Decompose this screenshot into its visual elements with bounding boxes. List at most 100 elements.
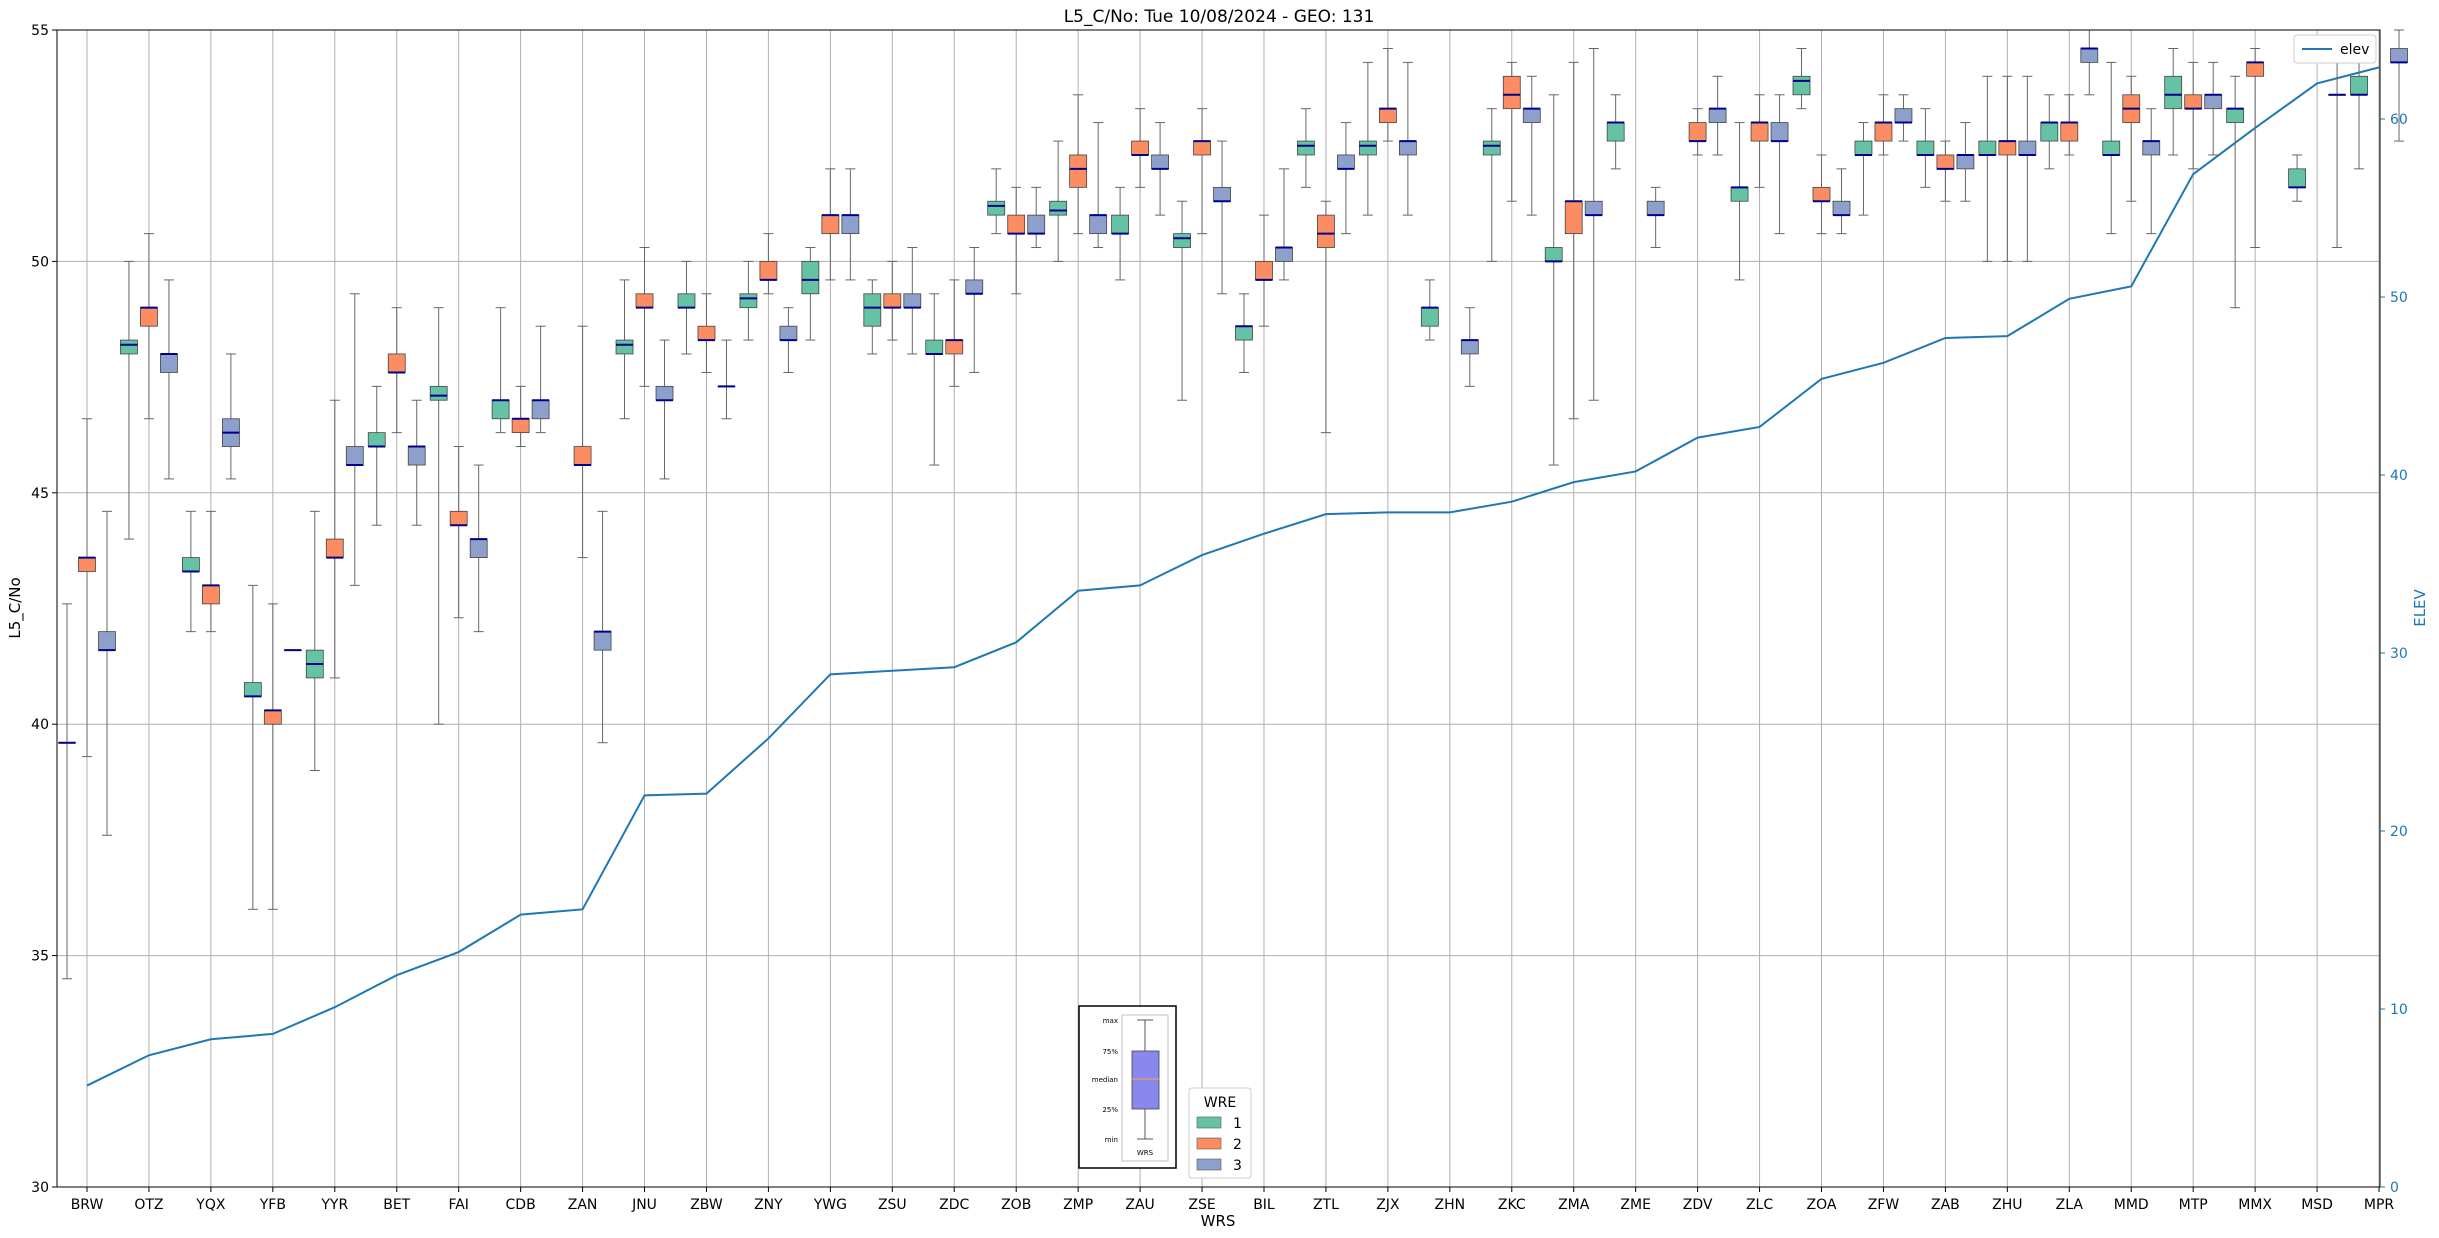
elevation-series — [86, 66, 2380, 1087]
box-wre-3 — [2018, 140, 2037, 156]
box-wre-2 — [449, 510, 468, 526]
x-tick-label: ZKC — [1498, 1197, 1526, 1213]
box-wre-1 — [2226, 108, 2245, 123]
box-wre-1 — [2040, 122, 2059, 142]
box-wre-2 — [697, 325, 716, 341]
y2-tick-label: 30 — [2390, 646, 2408, 662]
box-wre-1 — [1358, 140, 1377, 156]
box-wre-1 — [491, 399, 510, 420]
box-wre-3 — [160, 353, 178, 373]
key-caption: WRS — [1137, 1149, 1154, 1157]
key-label-median: median — [1092, 1076, 1118, 1084]
grid-lines — [57, 29, 2380, 1188]
y2-tick-label: 0 — [2390, 1180, 2399, 1196]
box-wre-2 — [2184, 94, 2203, 110]
box-wre-2 — [1317, 214, 1335, 248]
box-wre-3 — [655, 385, 674, 401]
box-wre-1 — [863, 293, 882, 327]
box-wre-3 — [1151, 154, 1169, 170]
box-wre-1 — [181, 557, 200, 572]
box-wre-1 — [1111, 214, 1129, 235]
x-tick-label: ZTL — [1313, 1197, 1339, 1213]
box-wre-1 — [2164, 75, 2183, 110]
box-wre-1 — [1792, 75, 1811, 96]
x-tick-label: ZMA — [1558, 1197, 1590, 1213]
axes: BRW OTZ YQX YFB YYR BET FAI CDB ZAN JNU ZBW ZNY YWG Z… — [31, 23, 2408, 1213]
box-wre-1 — [1854, 140, 1873, 156]
box-wre-2 — [1564, 200, 1583, 235]
x-tick-label: ZME — [1620, 1197, 1651, 1213]
box-wre-3 — [1708, 108, 1727, 123]
box-wre-2 — [1688, 122, 1707, 142]
box-wre-2 — [1131, 140, 1149, 156]
x-tick-label: YQX — [195, 1197, 226, 1213]
box-wre-2 — [263, 709, 282, 725]
x-tick-label: ZOB — [1001, 1197, 1031, 1213]
box-wre-1 — [801, 260, 820, 295]
box-wre-1 — [1544, 247, 1563, 262]
box-wre-3 — [965, 279, 984, 295]
box-wre-2 — [511, 418, 530, 434]
box-wre-1 — [1916, 140, 1935, 156]
box-wre-3 — [469, 538, 488, 558]
box-wre-2 — [1193, 140, 1211, 156]
box-wre-1 — [739, 293, 758, 309]
box-wre-2 — [1874, 122, 1893, 142]
box-wre-3 — [1398, 140, 1417, 156]
box-wre-1 — [120, 339, 138, 355]
boxplot-key-inset: max 75% median 25% min WRS — [1078, 1005, 1177, 1169]
box-wre-2 — [1255, 260, 1273, 281]
box-wre-1 — [1978, 140, 1997, 156]
wre-legend-swatch-1 — [1196, 1116, 1222, 1129]
box-wre-2 — [1812, 186, 1831, 202]
box-wre-1 — [2350, 75, 2368, 96]
y-tick-label: 30 — [31, 1180, 49, 1196]
box-wre-2 — [759, 260, 778, 281]
y-tick-label: 40 — [31, 717, 49, 733]
box-wre-3 — [593, 631, 612, 651]
y2-tick-label: 50 — [2390, 290, 2408, 306]
box-wre-1 — [1606, 122, 1625, 142]
box-wre-2 — [1502, 75, 1521, 110]
wre-legend-label-1: 1 — [1233, 1116, 1242, 1132]
box-wre-3 — [2204, 94, 2223, 110]
x-tick-label: FAI — [448, 1197, 468, 1213]
x-tick-label: ZNY — [754, 1197, 783, 1213]
y2-tick-label: 20 — [2390, 824, 2408, 840]
box-wre-3 — [407, 446, 426, 466]
x-tick-label: ZSE — [1188, 1197, 1215, 1213]
plot-frame — [56, 29, 2381, 1188]
box-wre-2 — [1007, 214, 1026, 235]
box-wre-3 — [779, 325, 798, 341]
box-wre-2 — [1998, 140, 2017, 156]
wre-legend-title: WRE — [1204, 1095, 1236, 1111]
x-tick-label: ZFW — [1868, 1197, 1900, 1213]
box-wre-1 — [677, 293, 696, 309]
box-wre-3 — [1770, 122, 1789, 142]
box-wre-3 — [1584, 200, 1603, 216]
y-tick-label: 55 — [31, 23, 49, 39]
elev-legend: elev — [2293, 34, 2377, 64]
x-tick-label: OTZ — [134, 1197, 163, 1213]
x-tick-label: ZJX — [1376, 1197, 1400, 1213]
x-tick-label: ZLC — [1746, 1197, 1773, 1213]
wre-legend-label-2: 2 — [1233, 1137, 1242, 1153]
x-tick-label: ZHN — [1435, 1197, 1466, 1213]
x-tick-label: ZAU — [1125, 1197, 1154, 1213]
x-tick-label: ZDC — [939, 1197, 969, 1213]
box-wre-3 — [531, 399, 550, 420]
y-tick-label: 50 — [31, 254, 49, 270]
box-wre-1 — [2102, 140, 2121, 156]
box-wre-2 — [1378, 108, 1397, 123]
x-tick-label: BRW — [71, 1197, 104, 1213]
x-axis-title: WRS — [1201, 1212, 1236, 1230]
box-wre-1 — [987, 200, 1006, 216]
box-wre-2 — [1069, 154, 1088, 188]
y2-tick-label: 60 — [2390, 112, 2408, 128]
box-wre-1 — [243, 682, 262, 697]
wre-legend-label-3: 3 — [1233, 1158, 1242, 1174]
x-tick-label: ZAN — [568, 1197, 598, 1213]
x-tick-label: ZHU — [1992, 1197, 2022, 1213]
box-wre-3 — [1522, 108, 1541, 123]
box-wre-2 — [140, 307, 158, 327]
